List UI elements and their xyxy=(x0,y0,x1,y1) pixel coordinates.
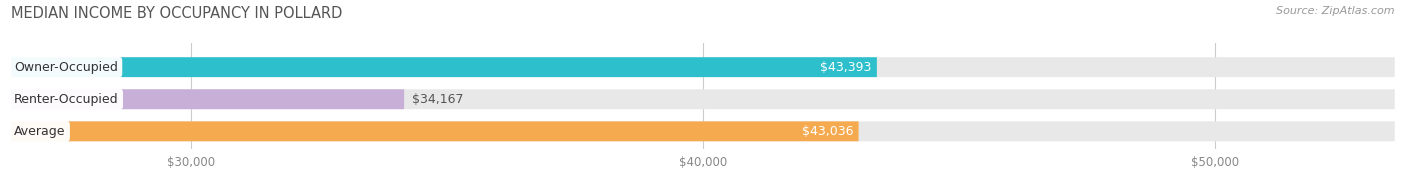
Text: $43,393: $43,393 xyxy=(820,61,872,74)
Text: $43,036: $43,036 xyxy=(801,125,853,138)
Text: Owner-Occupied: Owner-Occupied xyxy=(14,61,118,74)
FancyBboxPatch shape xyxy=(11,121,859,141)
FancyBboxPatch shape xyxy=(11,57,877,77)
FancyBboxPatch shape xyxy=(11,57,1395,77)
FancyBboxPatch shape xyxy=(11,121,1395,141)
Text: Source: ZipAtlas.com: Source: ZipAtlas.com xyxy=(1277,6,1395,16)
Text: $34,167: $34,167 xyxy=(412,93,464,106)
Text: Renter-Occupied: Renter-Occupied xyxy=(14,93,118,106)
Text: Average: Average xyxy=(14,125,66,138)
FancyBboxPatch shape xyxy=(11,89,404,109)
Text: MEDIAN INCOME BY OCCUPANCY IN POLLARD: MEDIAN INCOME BY OCCUPANCY IN POLLARD xyxy=(11,6,343,21)
FancyBboxPatch shape xyxy=(11,89,1395,109)
